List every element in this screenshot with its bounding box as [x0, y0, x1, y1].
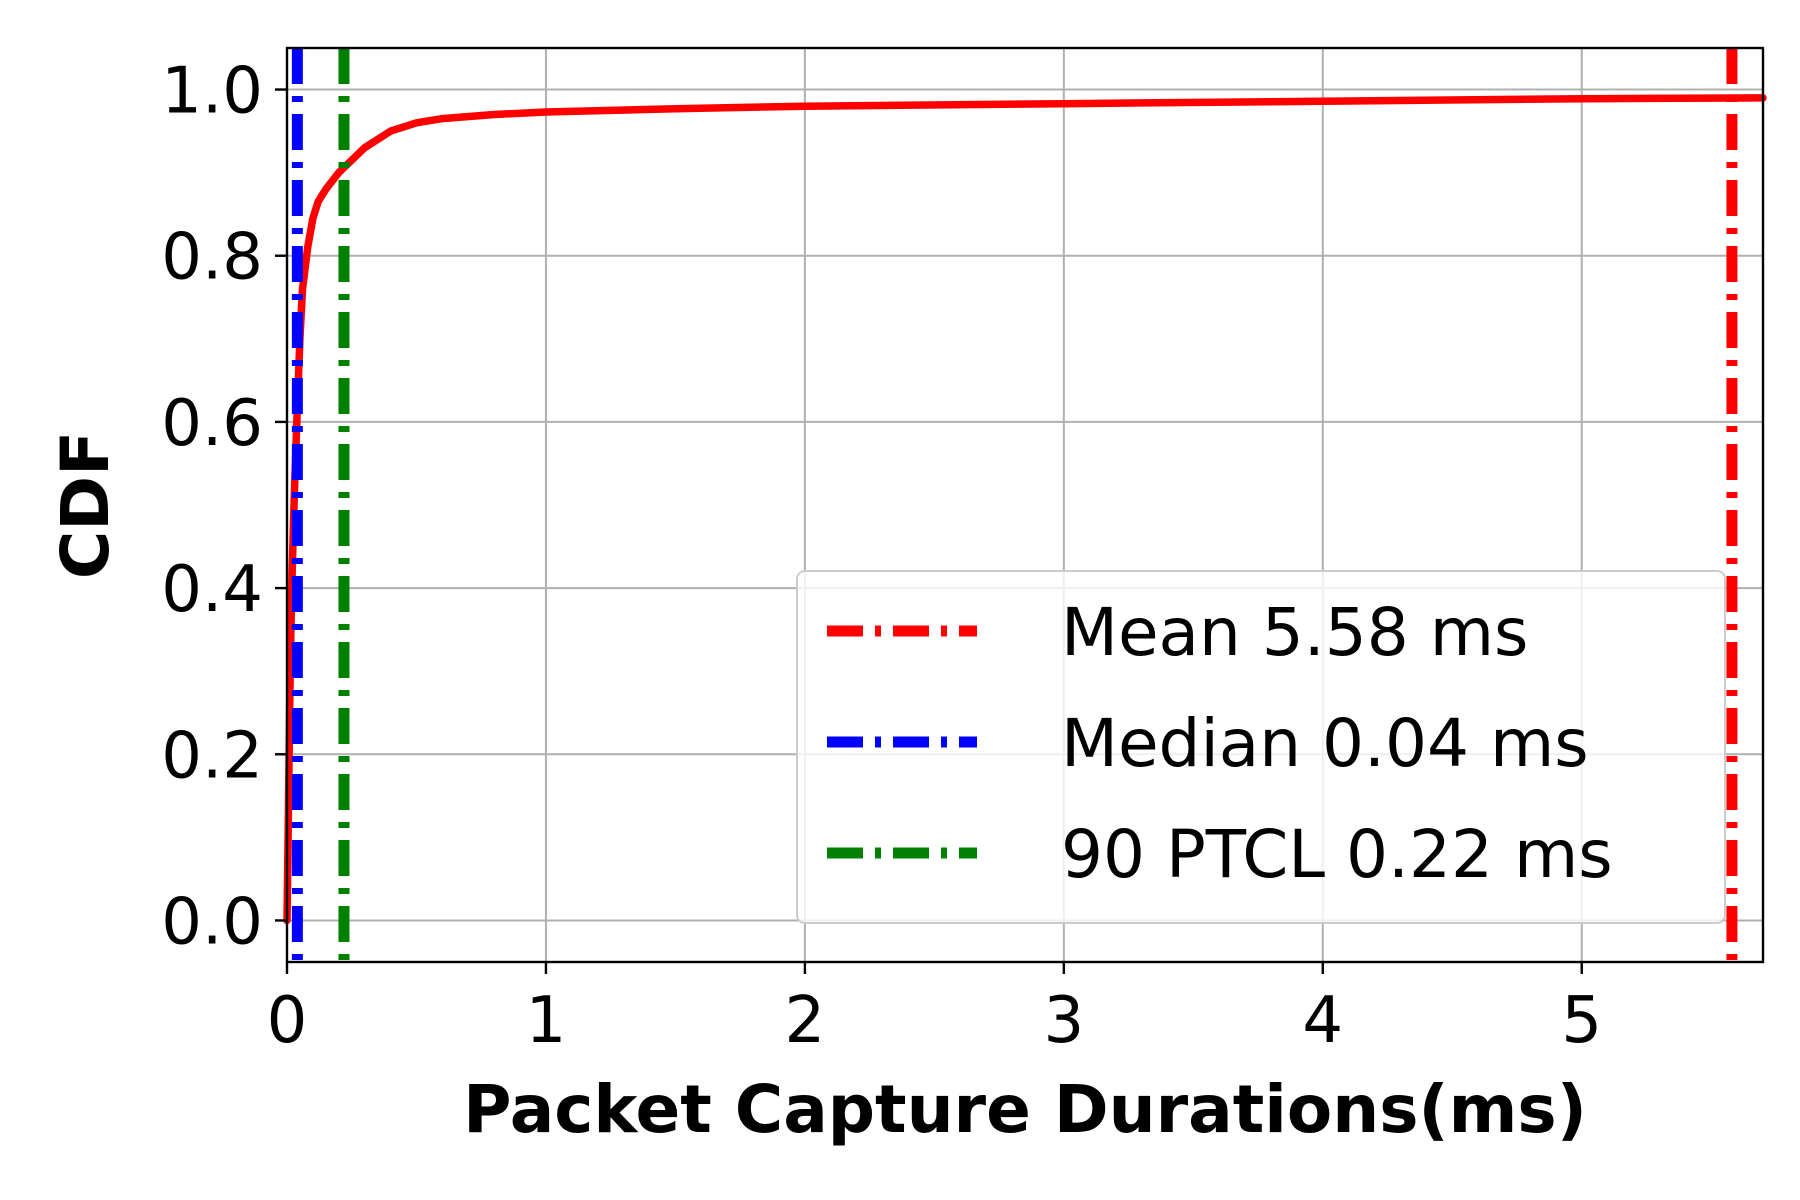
y-tick-label: 0.8 [161, 221, 263, 295]
legend-label: Mean 5.58 ms [1061, 594, 1528, 671]
x-tick-label: 5 [1561, 984, 1602, 1058]
legend-box [796, 570, 1726, 924]
x-tick-label: 4 [1302, 984, 1343, 1058]
x-tick-label: 1 [526, 984, 567, 1058]
y-tick-label: 1.0 [161, 55, 263, 129]
y-tick-label: 0.6 [161, 387, 263, 461]
plot-area [283, 48, 1767, 962]
legend-label: 90 PTCL 0.22 ms [1061, 816, 1613, 893]
x-tick-label: 0 [267, 984, 308, 1058]
y-tick-label: 0.4 [161, 553, 263, 627]
axis-ticks: 0 1 2 3 4 5 0.0 0.2 0.4 0.6 0.8 1.0 [161, 55, 1602, 1058]
legend-label: Median 0.04 ms [1061, 705, 1589, 782]
legend: Mean 5.58 ms Median 0.04 ms 90 PTCL 0.22 m… [796, 570, 1726, 924]
axes-frame [285, 46, 1765, 964]
y-tick-label: 0.2 [161, 719, 263, 793]
x-tick-label: 3 [1043, 984, 1084, 1058]
cdf-line [283, 94, 1767, 925]
x-tick-label: 2 [785, 984, 826, 1058]
x-axis-title: Packet Capture Durations(ms) [463, 1071, 1587, 1148]
y-axis-title: CDF [47, 431, 124, 579]
legend-entries: Mean 5.58 ms Median 0.04 ms 90 PTCL 0.22 m… [827, 594, 1613, 893]
y-tick-label: 0.0 [161, 885, 263, 959]
